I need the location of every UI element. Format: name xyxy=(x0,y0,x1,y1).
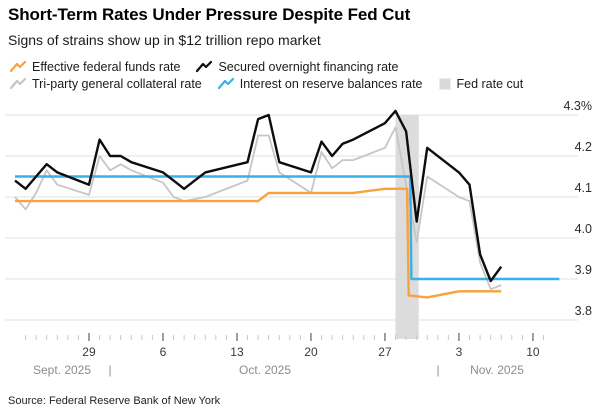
month-label-sept-2025: Sept. 2025 xyxy=(33,363,91,377)
x-tick-label-3: 3 xyxy=(456,345,463,359)
series-interest-on-reserve-balances-rate xyxy=(15,175,560,281)
legend-item-fed-rate-cut: Fed rate cut xyxy=(439,77,524,91)
month-label-nov-2025: Nov. 2025 xyxy=(470,363,524,377)
y-axis-label-4.0: 4.0 xyxy=(575,222,592,236)
month-separator: | xyxy=(436,363,439,377)
x-tick-label-13: 13 xyxy=(230,345,244,359)
legend-item-secured-overnight-financing-rate: Secured overnight financing rate xyxy=(196,60,398,74)
legend-item-effective-federal-funds-rate: Effective federal funds rate xyxy=(10,60,180,74)
month-label-oct-2025: Oct. 2025 xyxy=(239,363,291,377)
legend-label: Tri-party general collateral rate xyxy=(32,77,202,91)
legend: Effective federal funds rate Secured ove… xyxy=(10,59,523,92)
x-tick-label-27: 27 xyxy=(378,345,392,359)
page-subtitle: Signs of strains show up in $12 trillion… xyxy=(8,32,321,48)
legend-label: Interest on reserve balances rate xyxy=(239,77,423,91)
x-tick-label-6: 6 xyxy=(160,345,167,359)
series-secured-overnight-financing-rate xyxy=(14,109,503,283)
gray-line-icon xyxy=(10,78,26,90)
y-axis-label-4.3: 4.3% xyxy=(564,99,593,113)
figure-header: Short-Term Rates Under Pressure Despite … xyxy=(8,5,410,48)
y-axis-label-4.1: 4.1 xyxy=(575,181,592,195)
blue-line-icon xyxy=(217,78,234,90)
y-axis-label-3.8: 3.8 xyxy=(575,304,592,318)
legend-row-2: Tri-party general collateral rate Intere… xyxy=(10,76,523,92)
y-axis-label-3.9: 3.9 xyxy=(575,263,592,277)
legend-item-tri-party-general-collateral-rate: Tri-party general collateral rate xyxy=(10,77,202,91)
legend-label: Secured overnight financing rate xyxy=(218,60,399,74)
fed-rate-cut-swatch-icon xyxy=(439,78,451,90)
x-tick-label-29: 29 xyxy=(82,345,96,359)
legend-item-interest-on-reserve-balances-rate: Interest on reserve balances rate xyxy=(217,77,423,91)
black-line-icon xyxy=(196,61,213,73)
y-axis-label-4.2: 4.2 xyxy=(575,140,592,154)
x-tick-label-10: 10 xyxy=(526,345,540,359)
orange-line-icon xyxy=(10,61,26,73)
month-separator: | xyxy=(108,363,111,377)
legend-label: Fed rate cut xyxy=(456,77,524,91)
legend-label: Effective federal funds rate xyxy=(32,60,181,74)
x-tick-label-20: 20 xyxy=(304,345,318,359)
legend-row-1: Effective federal funds rate Secured ove… xyxy=(10,59,523,75)
source-line: Source: Federal Reserve Bank of New York xyxy=(8,395,221,407)
series-tri-party-general-collateral-rate xyxy=(14,126,502,291)
series-effective-federal-funds-rate xyxy=(15,187,502,299)
page-title: Short-Term Rates Under Pressure Despite … xyxy=(8,5,411,24)
